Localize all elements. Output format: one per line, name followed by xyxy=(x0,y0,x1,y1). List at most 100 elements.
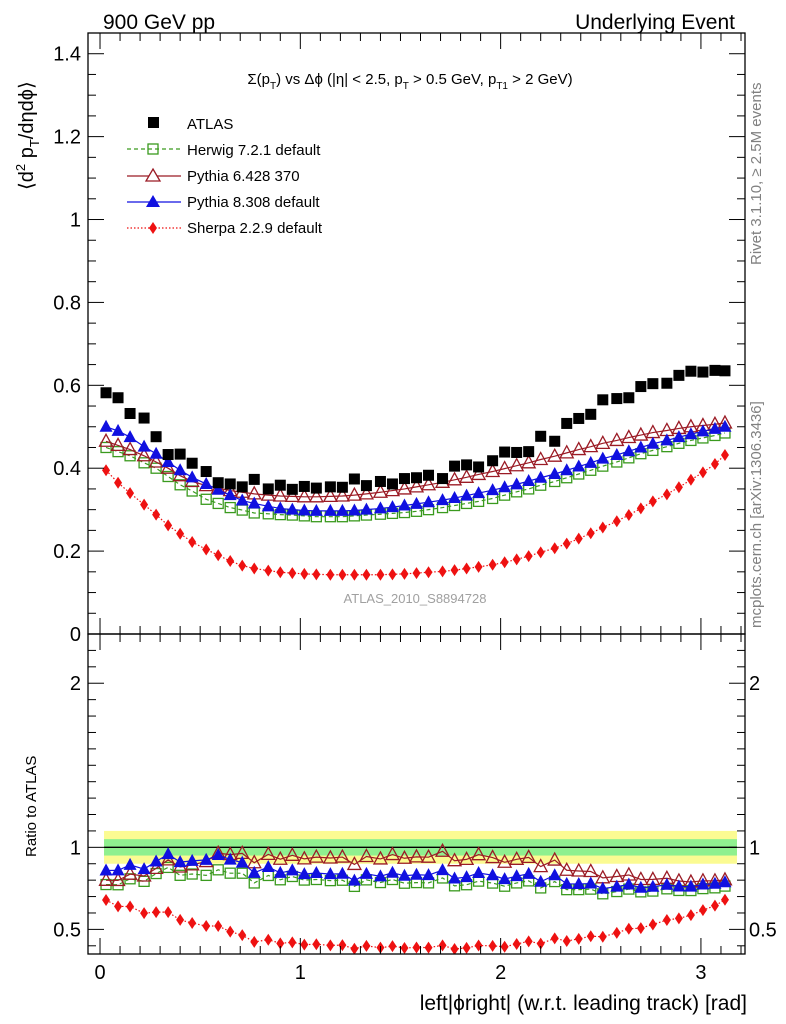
main-point-pythia8 xyxy=(223,488,237,501)
ratio-point-sherpa xyxy=(474,939,483,952)
ratio-point-pythia8 xyxy=(273,865,287,878)
ratio-point-pythia8 xyxy=(123,857,137,870)
ratio-point-pythia6 xyxy=(98,871,114,886)
main-point-pythia6 xyxy=(296,488,312,503)
ratio-point-pythia8 xyxy=(309,865,323,878)
main-point-atlas xyxy=(274,479,286,491)
ratio-point-pythia6 xyxy=(547,851,563,866)
ratio-point-pythia6 xyxy=(122,865,138,880)
ratio-point-pythia6 xyxy=(485,849,501,864)
main-point-atlas xyxy=(174,448,186,460)
ratio-point-pythia8 xyxy=(510,869,524,882)
main-point-atlas xyxy=(437,473,449,485)
main-point-pythia8 xyxy=(123,430,137,443)
ratio-point-sherpa xyxy=(586,930,595,943)
main-point-pythia8 xyxy=(397,498,411,511)
main-point-atlas xyxy=(236,481,248,493)
ratio-point-sherpa xyxy=(698,904,707,917)
main-point-pythia8 xyxy=(696,424,710,437)
main-point-sherpa xyxy=(202,543,211,556)
ratio-point-sherpa xyxy=(164,906,173,919)
legend-entry-sherpa: Sherpa 2.2.9 default xyxy=(127,220,323,237)
ratio-point-pythia8 xyxy=(149,854,163,867)
main-point-sherpa xyxy=(288,567,297,580)
main-point-pythia8 xyxy=(472,486,486,499)
chart-title: Σ(pT) vs Δϕ (|η| < 2.5, pT > 0.5 GeV, pT… xyxy=(247,71,572,92)
main-point-pythia6 xyxy=(509,457,525,472)
ratio-point-pythia6 xyxy=(434,842,451,857)
y-tick-label-main: 0 xyxy=(70,624,81,646)
ratio-point-herwig xyxy=(200,869,212,882)
ratio-point-pythia6 xyxy=(509,850,525,865)
main-point-pythia6 xyxy=(284,488,300,503)
main-point-sherpa xyxy=(140,498,149,511)
main-point-atlas xyxy=(386,478,398,490)
main-point-herwig xyxy=(100,441,112,454)
main-point-atlas xyxy=(597,394,609,406)
main-point-sherpa xyxy=(264,564,273,577)
main-point-atlas xyxy=(398,473,410,485)
main-point-sherpa xyxy=(474,560,483,573)
main-point-sherpa xyxy=(326,568,335,581)
main-point-herwig xyxy=(124,450,136,462)
main-point-pythia8 xyxy=(247,496,261,509)
analysis-watermark: ATLAS_2010_S8894728 xyxy=(344,591,487,606)
main-point-pythia8 xyxy=(261,499,275,512)
ratio-point-pythia8 xyxy=(161,847,175,860)
ratio-point-pythia6 xyxy=(260,846,276,861)
ratio-point-pythia8 xyxy=(285,863,299,876)
main-point-herwig xyxy=(212,497,224,510)
main-point-pythia8 xyxy=(235,493,249,506)
ratio-point-sherpa xyxy=(388,940,397,953)
ratio-point-pythia6 xyxy=(334,848,350,863)
main-point-pythia8 xyxy=(436,493,450,506)
ratio-point-herwig xyxy=(212,864,224,876)
ratio-point-sherpa xyxy=(140,907,149,920)
y-tick-label-ratio: 1 xyxy=(70,837,81,859)
ratio-point-pythia6 xyxy=(408,848,425,863)
ratio-point-sherpa xyxy=(114,900,123,913)
main-point-atlas xyxy=(647,378,659,390)
ratio-point-pythia6 xyxy=(571,862,587,877)
main-point-atlas xyxy=(585,408,597,420)
main-point-sherpa xyxy=(164,519,173,532)
main-point-pythia8 xyxy=(660,433,674,446)
main-point-pythia8 xyxy=(684,427,698,440)
ratio-point-sherpa xyxy=(500,940,509,953)
main-point-pythia8 xyxy=(510,477,524,490)
header-analysis-label: Underlying Event xyxy=(575,11,735,34)
x-tick-label: 3 xyxy=(695,962,706,984)
ratio-point-pythia6 xyxy=(136,867,152,882)
main-point-pythia8 xyxy=(708,421,722,434)
ratio-point-pythia8 xyxy=(323,867,337,880)
main-point-sherpa xyxy=(586,527,595,540)
main-point-atlas xyxy=(138,412,150,424)
ratio-point-sherpa xyxy=(264,933,273,946)
ratio-point-sherpa xyxy=(362,939,371,952)
main-point-pythia8 xyxy=(273,501,287,514)
legend-entry-atlas: ATLAS xyxy=(148,116,233,133)
x-tick-label: 1 xyxy=(295,962,306,984)
main-point-atlas xyxy=(685,365,697,377)
main-point-pythia8 xyxy=(548,467,562,480)
main-point-pythia6 xyxy=(547,447,563,462)
main-point-pythia8 xyxy=(610,447,624,460)
main-point-sherpa xyxy=(102,464,111,477)
main-point-sherpa xyxy=(524,550,533,563)
ratio-point-herwig xyxy=(236,867,248,879)
ratio-point-sherpa xyxy=(550,932,559,945)
main-point-atlas xyxy=(487,455,499,467)
legend-label-atlas: ATLAS xyxy=(187,116,233,133)
ratio-point-herwig xyxy=(174,869,186,881)
main-point-atlas xyxy=(673,369,685,381)
legend-entry-pythia6: Pythia 6.428 370 xyxy=(127,167,300,185)
main-point-atlas xyxy=(499,446,511,458)
main-point-pythia8 xyxy=(584,455,598,468)
main-point-sherpa xyxy=(598,521,607,534)
main-point-herwig xyxy=(138,457,150,469)
ratio-point-pythia6 xyxy=(458,851,475,866)
main-point-atlas xyxy=(374,475,386,487)
ratio-point-sherpa xyxy=(720,893,729,906)
main-point-sherpa xyxy=(114,476,123,489)
y-tick-label-main: 1.4 xyxy=(53,44,81,66)
